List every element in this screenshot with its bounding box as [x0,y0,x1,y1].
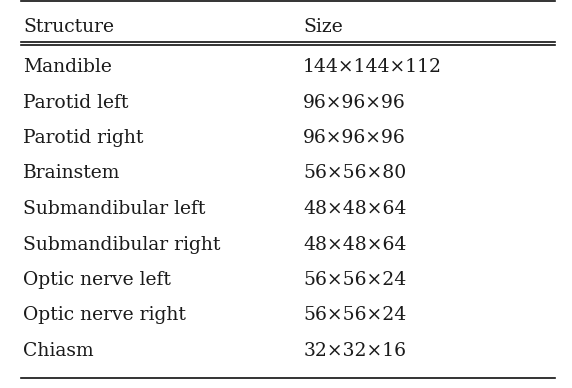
Text: Structure: Structure [23,18,114,36]
Text: 56×56×80: 56×56×80 [303,165,407,182]
Text: 48×48×64: 48×48×64 [303,236,407,253]
Text: Mandible: Mandible [23,58,112,76]
Text: 96×96×96: 96×96×96 [303,129,406,147]
Text: 32×32×16: 32×32×16 [303,342,406,360]
Text: 144×144×112: 144×144×112 [303,58,442,76]
Text: Chiasm: Chiasm [23,342,93,360]
Text: Parotid left: Parotid left [23,94,128,111]
Text: 48×48×64: 48×48×64 [303,200,407,218]
Text: Optic nerve left: Optic nerve left [23,271,171,289]
Text: Parotid right: Parotid right [23,129,143,147]
Text: 56×56×24: 56×56×24 [303,271,407,289]
Text: Submandibular left: Submandibular left [23,200,205,218]
Text: Optic nerve right: Optic nerve right [23,307,186,324]
Text: 56×56×24: 56×56×24 [303,307,407,324]
Text: Size: Size [303,18,343,36]
Text: 96×96×96: 96×96×96 [303,94,406,111]
Text: Brainstem: Brainstem [23,165,120,182]
Text: Submandibular right: Submandibular right [23,236,220,253]
